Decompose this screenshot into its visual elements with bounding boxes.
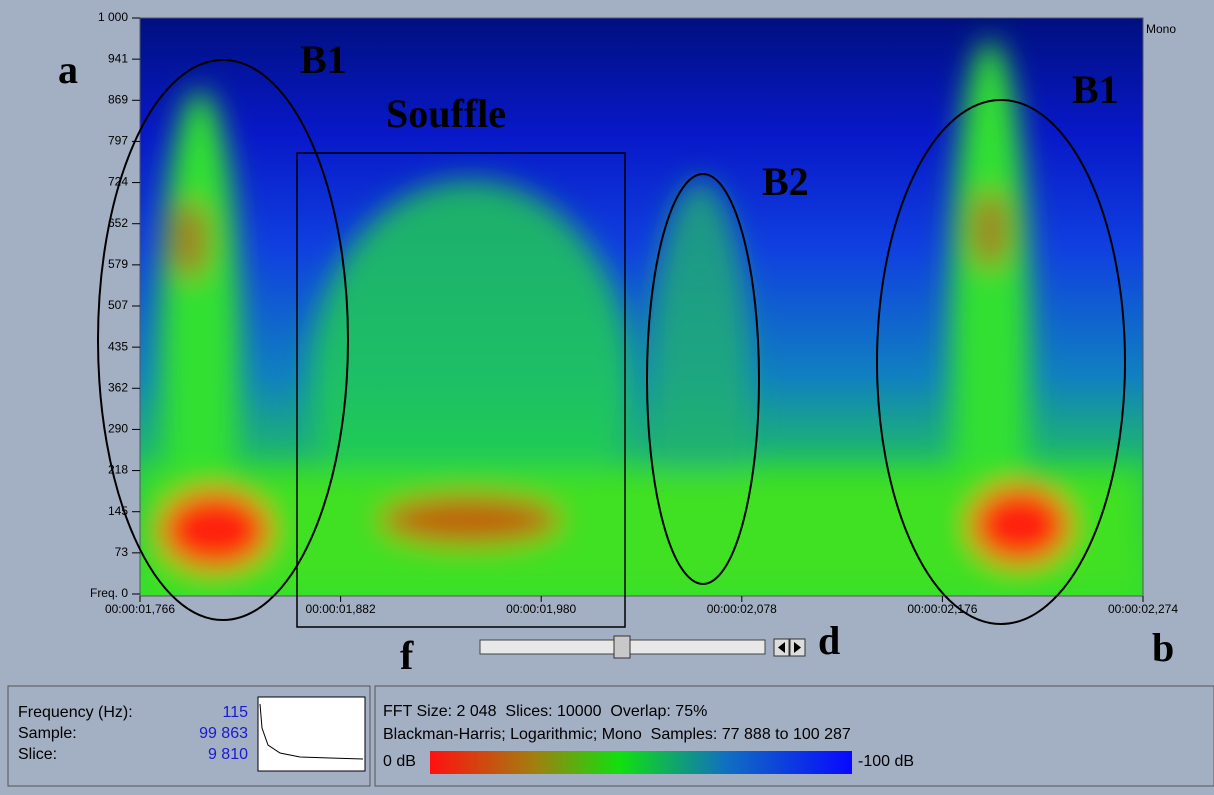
- annotation: B1: [300, 37, 347, 82]
- settings-text: Blackman-Harris; Logarithmic; Mono Sampl…: [383, 726, 851, 743]
- y-tick-label: 362: [108, 380, 128, 394]
- y-tick-label: Freq. 0: [90, 586, 128, 600]
- y-tick-label: 73: [115, 545, 129, 559]
- info-value: 115: [222, 704, 248, 721]
- spectrogram-window: 1 00094186979772465257950743536229021814…: [0, 0, 1214, 790]
- info-label: Sample:: [18, 725, 77, 742]
- x-tick-label: 00:00:02,274: [1108, 602, 1178, 616]
- color-scale: [430, 751, 852, 774]
- y-tick-label: 869: [108, 92, 128, 106]
- x-tick-label: 00:00:02,078: [707, 602, 777, 616]
- annotation: Souffle: [386, 91, 506, 136]
- y-axis: 1 00094186979772465257950743536229021814…: [90, 10, 140, 600]
- info-value: 99 863: [199, 725, 248, 742]
- y-tick-label: 579: [108, 257, 128, 271]
- y-tick-label: 1 000: [98, 10, 128, 24]
- channel-label: Mono: [1146, 22, 1176, 36]
- slider-thumb[interactable]: [614, 636, 630, 658]
- annotation: B1: [1072, 67, 1119, 112]
- x-axis: 00:00:01,766 00:00:01,882 00:00:01,980 00:0…: [105, 596, 1178, 616]
- y-tick-label: 941: [108, 51, 128, 65]
- info-label: Frequency (Hz):: [18, 704, 133, 721]
- y-tick-label: 435: [108, 339, 128, 353]
- annotation: b: [1152, 625, 1174, 670]
- spectrum-preview: [258, 697, 365, 771]
- scale-label: -100 dB: [858, 753, 914, 770]
- annotation: d: [818, 618, 840, 663]
- annotation: f: [400, 633, 414, 678]
- y-tick-label: 507: [108, 298, 128, 312]
- info-label: Slice:: [18, 746, 57, 763]
- y-tick-label: 290: [108, 422, 128, 436]
- y-tick-label: 797: [108, 134, 128, 148]
- x-tick-label: 00:00:01,980: [506, 602, 576, 616]
- x-tick-label: 00:00:01,766: [105, 602, 175, 616]
- info-value: 9 810: [208, 746, 248, 763]
- settings-text: FFT Size: 2 048 Slices: 10000 Overlap: 7…: [383, 703, 707, 720]
- annotation: B2: [762, 159, 809, 204]
- x-tick-label: 00:00:01,882: [306, 602, 376, 616]
- scale-label: 0 dB: [383, 753, 416, 770]
- annotation: a: [58, 47, 78, 92]
- heatmap: [140, 18, 1143, 640]
